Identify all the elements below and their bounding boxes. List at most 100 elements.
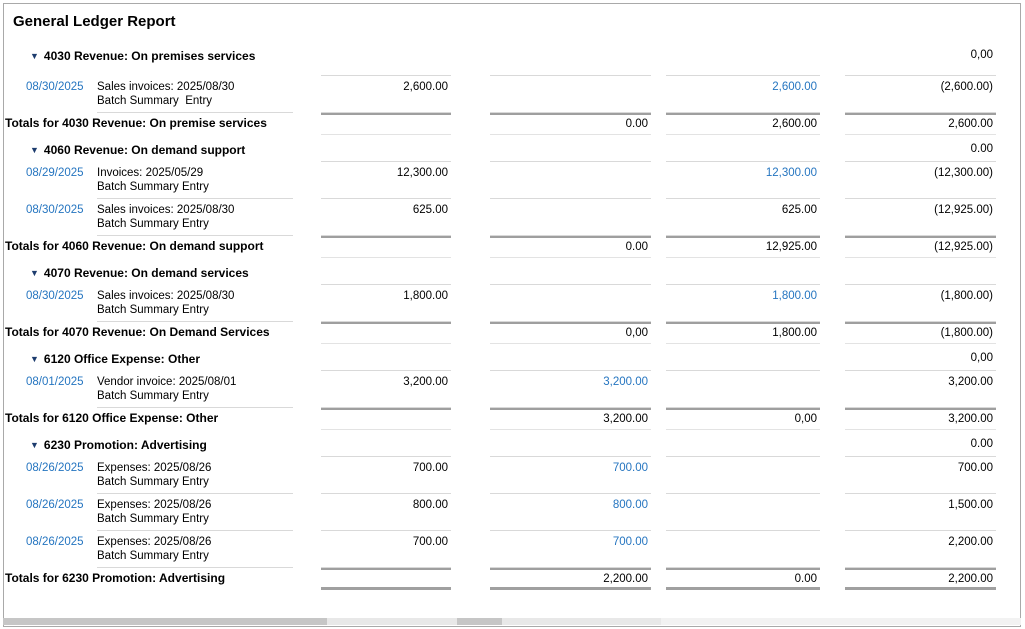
- entry-date-link[interactable]: 08/26/2025: [26, 499, 84, 511]
- scrollbar-thumb[interactable]: [3, 618, 327, 625]
- entry-description: Sales invoices: 2025/08/30 Batch Summary …: [97, 199, 293, 236]
- entry-date-link[interactable]: 08/26/2025: [26, 462, 84, 474]
- entry-credit-amount[interactable]: 1,800.00: [666, 285, 820, 322]
- empty-amount-cell: [666, 135, 820, 162]
- totals-balance: 2,200.00: [845, 568, 996, 590]
- entry-date-link[interactable]: 08/30/2025: [26, 81, 84, 93]
- section-header-row: ▼ 4030 Revenue: On premises services 0,00: [0, 32, 1025, 76]
- entry-amount: 2,600.00: [321, 76, 451, 113]
- entry-balance: (12,925.00): [845, 199, 996, 236]
- entry-credit-amount[interactable]: 12,300.00: [666, 162, 820, 199]
- entry-description-line2: Batch Summary Entry: [97, 303, 209, 316]
- totals-label: Totals for 4030 Revenue: On premise serv…: [5, 116, 267, 130]
- scrollbar-thumb[interactable]: [457, 618, 502, 625]
- collapse-icon[interactable]: ▼: [30, 354, 39, 364]
- totals-credit: 12,925.00: [666, 236, 820, 258]
- entry-description-line1: Expenses: 2025/08/26: [97, 499, 212, 511]
- entry-amount: 800.00: [321, 494, 451, 531]
- empty-amount-cell: [490, 430, 651, 457]
- totals-balance: (1,800.00): [845, 322, 996, 344]
- horizontal-scrollbar[interactable]: [3, 618, 1021, 625]
- section-header-row: ▼ 6120 Office Expense: Other 0,00: [0, 344, 1025, 371]
- entry-debit-amount: [490, 199, 651, 236]
- entry-description: Expenses: 2025/08/26 Batch Summary Entry: [97, 457, 293, 494]
- entry-description: Vendor invoice: 2025/08/01 Batch Summary …: [97, 371, 293, 408]
- entry-credit-amount: [666, 371, 820, 408]
- section-header: ▼ 4070 Revenue: On demand services: [26, 258, 293, 285]
- entry-balance: 1,500.00: [845, 494, 996, 531]
- entry-credit-amount: 625.00: [666, 199, 820, 236]
- collapse-icon[interactable]: ▼: [30, 440, 39, 450]
- entry-debit-amount[interactable]: 700.00: [490, 457, 651, 494]
- report-title: General Ledger Report: [13, 13, 176, 30]
- empty-amount-cell: [321, 430, 451, 457]
- totals-balance: (12,925.00): [845, 236, 996, 258]
- ledger-entry-row: 08/26/2025 Expenses: 2025/08/26 Batch Summ…: [0, 531, 1025, 568]
- entry-debit-amount[interactable]: 800.00: [490, 494, 651, 531]
- entry-amount: 12,300.00: [321, 162, 451, 199]
- totals-debit: 0,00: [490, 322, 651, 344]
- section-title: 6120 Office Expense: Other: [43, 352, 200, 366]
- section-title: 4060 Revenue: On demand support: [43, 143, 246, 157]
- entry-description-line2: Batch Summary Entry: [97, 217, 209, 230]
- totals-credit: 2,600.00: [666, 113, 820, 135]
- entry-description: Sales invoices: 2025/08/30 Batch Summary …: [97, 76, 293, 113]
- collapse-icon[interactable]: ▼: [30, 268, 39, 278]
- section-header-row: ▼ 6230 Promotion: Advertising 0.00: [0, 430, 1025, 457]
- entry-amount: 1,800.00: [321, 285, 451, 322]
- empty-amount-cell: [321, 236, 451, 258]
- opening-balance: [845, 258, 996, 285]
- entry-balance: 700.00: [845, 457, 996, 494]
- scrollbar-track-segment[interactable]: [327, 618, 457, 625]
- scrollbar-track-segment[interactable]: [661, 618, 1021, 625]
- opening-balance: 0.00: [845, 430, 996, 457]
- ledger-entry-row: 08/30/2025 Sales invoices: 2025/08/30 Batc…: [0, 285, 1025, 322]
- entry-description-line2: Batch Summary Entry: [97, 512, 209, 525]
- totals-debit: 0.00: [490, 113, 651, 135]
- section-title: 4030 Revenue: On premises services: [43, 49, 256, 63]
- section-header: ▼ 6230 Promotion: Advertising: [26, 430, 293, 457]
- ledger-table: ▼ 4030 Revenue: On premises services 0,00 0…: [0, 32, 1025, 590]
- entry-description: Sales invoices: 2025/08/30 Batch Summary …: [97, 285, 293, 322]
- ledger-entry-row: 08/29/2025 Invoices: 2025/05/29 Batch Summ…: [0, 162, 1025, 199]
- entry-date-link[interactable]: 08/30/2025: [26, 290, 84, 302]
- section-totals-row: Totals for 6230 Promotion: Advertising 2,…: [0, 568, 1025, 590]
- section-title: 4070 Revenue: On demand services: [43, 266, 249, 280]
- entry-date-link[interactable]: 08/30/2025: [26, 204, 84, 216]
- empty-amount-cell: [321, 32, 451, 76]
- entry-debit-amount[interactable]: 3,200.00: [490, 371, 651, 408]
- section-header: ▼ 4060 Revenue: On demand support: [26, 135, 293, 162]
- totals-credit: 0.00: [666, 568, 820, 590]
- entry-description: Invoices: 2025/05/29 Batch Summary Entry: [97, 162, 293, 199]
- entry-description-line2: Batch Summary Entry: [97, 94, 213, 107]
- totals-debit: 2,200.00: [490, 568, 651, 590]
- entry-credit-amount[interactable]: 2,600.00: [666, 76, 820, 113]
- ledger-entry-row: 08/30/2025 Sales invoices: 2025/08/30 Batc…: [0, 76, 1025, 113]
- empty-amount-cell: [321, 113, 451, 135]
- totals-balance: 3,200.00: [845, 408, 996, 430]
- scrollbar-track-segment[interactable]: [502, 618, 661, 625]
- entry-amount: 3,200.00: [321, 371, 451, 408]
- empty-amount-cell: [490, 32, 651, 76]
- section-totals-row: Totals for 4030 Revenue: On premise serv…: [0, 113, 1025, 135]
- entry-date-link[interactable]: 08/29/2025: [26, 167, 84, 179]
- entry-balance: (12,300.00): [845, 162, 996, 199]
- entry-amount: 625.00: [321, 199, 451, 236]
- section-totals-row: Totals for 4070 Revenue: On Demand Servi…: [0, 322, 1025, 344]
- entry-description-line1: Expenses: 2025/08/26: [97, 536, 212, 548]
- empty-amount-cell: [321, 135, 451, 162]
- entry-debit-amount: [490, 76, 651, 113]
- entry-debit-amount[interactable]: 700.00: [490, 531, 651, 568]
- entry-date-link[interactable]: 08/26/2025: [26, 536, 84, 548]
- entry-date-link[interactable]: 08/01/2025: [26, 376, 84, 388]
- totals-credit: 1,800.00: [666, 322, 820, 344]
- empty-amount-cell: [490, 258, 651, 285]
- section-title: 6230 Promotion: Advertising: [43, 438, 207, 452]
- entry-description-line2: Batch Summary Entry: [97, 475, 209, 488]
- totals-debit: 3,200.00: [490, 408, 651, 430]
- collapse-icon[interactable]: ▼: [30, 51, 39, 61]
- opening-balance: 0,00: [845, 344, 996, 371]
- collapse-icon[interactable]: ▼: [30, 145, 39, 155]
- totals-label: Totals for 4060 Revenue: On demand suppo…: [5, 239, 264, 253]
- empty-amount-cell: [321, 568, 451, 590]
